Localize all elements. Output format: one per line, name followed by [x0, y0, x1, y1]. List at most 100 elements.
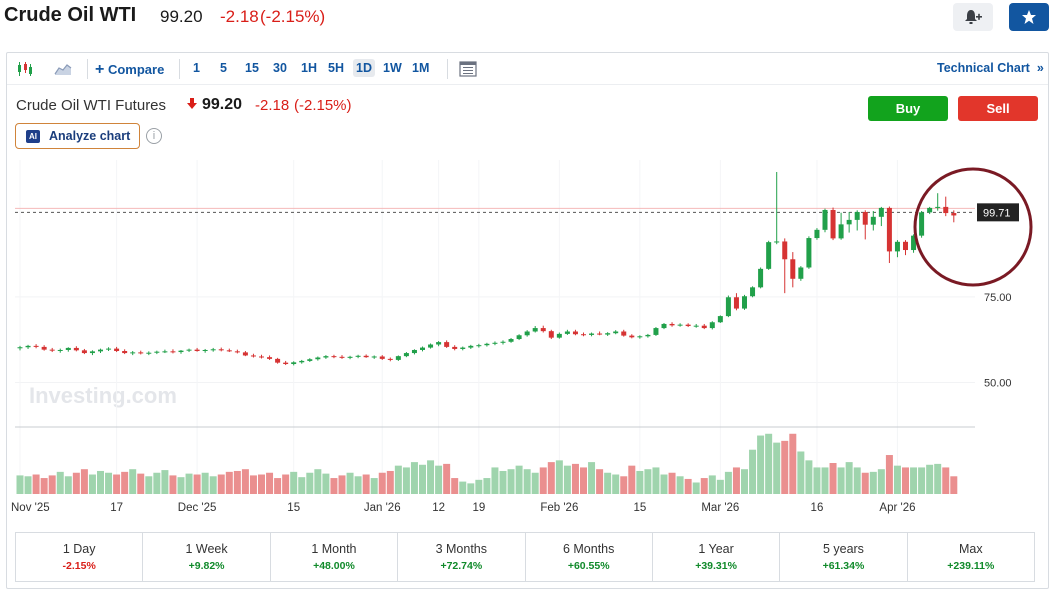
- price-chart[interactable]: Investing.com 75.00 50.00 99.71 Nov '25 17 Dec…: [7, 53, 1048, 528]
- range-1-week[interactable]: 1 Week +9.82%: [143, 533, 271, 581]
- volume-bar: [668, 472, 676, 494]
- candle-body: [822, 209, 828, 230]
- range-1-day[interactable]: 1 Day -2.15%: [16, 533, 144, 581]
- volume-bar: [741, 469, 748, 494]
- chart-panel: + Compare 1 5 15 30 1H 5H 1D 1W 1M: [6, 52, 1049, 589]
- volume-bar: [580, 467, 587, 494]
- candle-body: [452, 346, 458, 349]
- candle-body: [41, 346, 47, 350]
- volume-bar: [80, 469, 88, 494]
- range-1-month[interactable]: 1 Month +48.00%: [271, 533, 399, 581]
- range-6-months[interactable]: 6 Months +60.55%: [526, 533, 653, 581]
- candle-body: [701, 325, 707, 329]
- volume-bar: [370, 478, 378, 494]
- volume-bar: [233, 470, 241, 494]
- candle-body: [226, 350, 232, 352]
- volume-bar: [571, 463, 579, 494]
- interval-1m-button[interactable]: 1M: [412, 61, 430, 75]
- volume-bar: [225, 471, 233, 494]
- range-1-year[interactable]: 1 Year +39.31%: [653, 533, 781, 581]
- technical-chart-link[interactable]: Technical Chart »: [937, 61, 1044, 75]
- add-alert-button[interactable]: [953, 3, 993, 31]
- data-table-icon[interactable]: [457, 59, 479, 79]
- volume-bar: [459, 481, 467, 494]
- candle-body: [653, 328, 659, 335]
- range-max[interactable]: Max +239.11%: [908, 533, 1034, 581]
- candlestick-type-icon[interactable]: [14, 59, 36, 79]
- volume-bar: [274, 478, 282, 494]
- info-icon[interactable]: i: [146, 128, 162, 144]
- interval-1w-button[interactable]: 1W: [383, 61, 402, 75]
- candle-body: [114, 348, 120, 352]
- price-change: -2.18: [220, 7, 259, 26]
- candle-body: [935, 206, 941, 208]
- range-5-years[interactable]: 5 years +61.34%: [780, 533, 908, 581]
- candle-body: [911, 235, 917, 251]
- x-tick-label: 15: [287, 502, 300, 514]
- volume-bar: [837, 467, 845, 494]
- volume-bar: [419, 464, 426, 494]
- candle-body: [717, 316, 723, 323]
- volume-bar: [266, 472, 274, 494]
- volume-bar: [88, 474, 96, 494]
- range-label: 1 Month: [311, 542, 357, 556]
- volume-bar: [749, 449, 757, 494]
- candle-body: [484, 343, 490, 346]
- candle-body: [339, 356, 345, 358]
- volume-bar: [475, 479, 483, 494]
- candle-body: [516, 335, 522, 340]
- interval-30-button[interactable]: 30: [273, 61, 287, 75]
- interval-5-button[interactable]: 5: [220, 61, 227, 75]
- candle-body: [33, 345, 39, 347]
- volume-bar: [934, 463, 942, 494]
- area-chart-type-icon[interactable]: [52, 59, 74, 79]
- buy-button[interactable]: Buy: [868, 96, 948, 121]
- volume-bar: [249, 475, 257, 494]
- interval-1d-button[interactable]: 1D: [353, 59, 375, 77]
- volume-bar: [724, 471, 732, 494]
- volume-bar: [531, 472, 539, 494]
- price-change-percent: (-2.15%): [260, 7, 326, 26]
- volume-bar: [24, 476, 32, 494]
- volume-bar: [378, 472, 386, 494]
- candle-body: [854, 212, 860, 220]
- interval-5h-button[interactable]: 5H: [328, 61, 344, 75]
- range-value: +72.74%: [440, 560, 483, 572]
- volume-bar: [950, 476, 958, 494]
- candle-body: [894, 241, 900, 252]
- candle-body: [186, 349, 192, 351]
- sell-button[interactable]: Sell: [958, 96, 1038, 121]
- volume-bar: [161, 470, 169, 494]
- volume-bar: [193, 474, 201, 494]
- candle-body: [742, 296, 747, 309]
- compare-button[interactable]: + Compare: [95, 61, 164, 79]
- candle-body: [774, 241, 780, 243]
- range-3-months[interactable]: 3 Months +72.74%: [398, 533, 526, 581]
- candle-body: [693, 325, 699, 327]
- candle-body: [661, 323, 667, 329]
- volume-bar: [153, 472, 161, 494]
- candle-body: [903, 241, 908, 251]
- candle-body: [919, 212, 925, 236]
- analyze-chart-button[interactable]: AI Analyze chart: [15, 123, 140, 149]
- add-watchlist-button[interactable]: [1009, 3, 1049, 31]
- volume-bar: [716, 479, 724, 494]
- x-tick-label: Apr '26: [879, 502, 915, 514]
- volume-bar: [330, 478, 338, 494]
- chart-toolbar: + Compare 1 5 15 30 1H 5H 1D 1W 1M: [7, 53, 1048, 85]
- interval-1-button[interactable]: 1: [193, 61, 200, 75]
- volume-bar: [805, 460, 813, 494]
- interval-1h-button[interactable]: 1H: [301, 61, 317, 75]
- volume-bar: [507, 469, 515, 494]
- candle-body: [637, 336, 643, 338]
- y-tick-label: 75.00: [984, 292, 1012, 304]
- x-tick-label: Nov '25: [11, 502, 50, 514]
- candle-body: [468, 345, 474, 348]
- toolbar-divider: [87, 59, 88, 79]
- volume-bar: [861, 472, 869, 494]
- candle-body: [782, 241, 788, 260]
- candle-body: [556, 333, 562, 338]
- candle-body: [492, 342, 498, 344]
- quote-header: Crude Oil WTI 99.20 -2.18 (-2.15%): [0, 0, 1054, 40]
- interval-15-button[interactable]: 15: [245, 61, 259, 75]
